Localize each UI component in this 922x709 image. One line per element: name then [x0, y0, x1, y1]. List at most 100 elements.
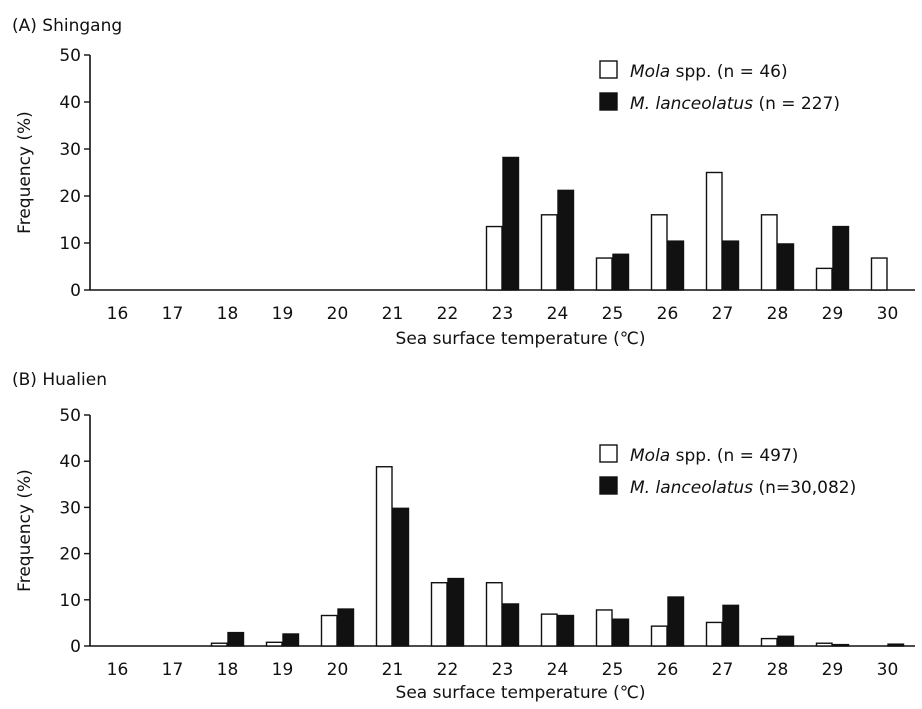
bar-lanceolatus — [833, 227, 849, 290]
bar-mola — [652, 626, 668, 646]
y-axis-title: Frequency (%) — [15, 111, 35, 234]
x-tick-label: 26 — [657, 660, 679, 680]
x-tick-label: 27 — [712, 304, 734, 324]
bar-mola — [762, 639, 778, 646]
legend-label-rest: (n = 227) — [753, 94, 840, 114]
bar-mola — [487, 583, 503, 646]
y-tick-label: 0 — [70, 637, 81, 657]
x-tick-label: 19 — [272, 304, 294, 324]
legend: Mola spp. (n = 497) M. lanceolatus (n=30,… — [600, 445, 856, 498]
legend-label-rest: spp. (n = 46) — [670, 62, 787, 82]
bar-mola — [872, 258, 888, 290]
bar-mola — [762, 215, 778, 290]
x-tick-label: 29 — [822, 660, 844, 680]
x-tick-label: 23 — [492, 660, 514, 680]
x-tick-label: 28 — [767, 660, 789, 680]
legend-label-rest: spp. (n = 497) — [670, 446, 798, 466]
bar-mola — [432, 583, 448, 646]
bar-mola — [597, 610, 613, 646]
legend-label-italic: Mola — [630, 62, 670, 82]
bar-lanceolatus — [723, 241, 739, 290]
legend-label-italic: M. lanceolatus — [630, 94, 753, 114]
bar-mola — [707, 173, 723, 291]
x-tick-label: 22 — [437, 304, 459, 324]
legend: Mola spp. (n = 46) M. lanceolatus (n = 22… — [600, 61, 840, 114]
x-tick-label: 21 — [382, 660, 404, 680]
legend-label: M. lanceolatus (n = 227) — [630, 94, 840, 114]
x-tick-label: 19 — [272, 660, 294, 680]
x-tick-label: 17 — [162, 660, 184, 680]
legend-label-italic: M. lanceolatus — [630, 478, 753, 498]
bar-lanceolatus — [393, 508, 409, 646]
bar-lanceolatus — [558, 190, 574, 290]
bar-lanceolatus — [283, 634, 299, 646]
bar-lanceolatus — [668, 241, 684, 290]
y-tick-label: 0 — [70, 281, 81, 301]
y-tick-label: 40 — [59, 93, 81, 113]
y-tick-label: 40 — [59, 452, 81, 472]
bar-mola — [377, 467, 393, 646]
y-tick-label: 20 — [59, 545, 81, 565]
bar-lanceolatus — [338, 609, 354, 646]
y-tick-label: 50 — [59, 46, 81, 66]
x-tick-label: 29 — [822, 304, 844, 324]
bar-mola — [542, 215, 558, 290]
x-tick-label: 27 — [712, 660, 734, 680]
y-tick-label: 30 — [59, 140, 81, 160]
x-axis-title: Sea surface temperature (℃) — [396, 683, 646, 703]
x-axis-title: Sea surface temperature (℃) — [396, 329, 646, 349]
y-tick-label: 50 — [59, 406, 81, 426]
bar-lanceolatus — [613, 254, 629, 290]
x-tick-label: 26 — [657, 304, 679, 324]
legend-label-rest: (n=30,082) — [753, 478, 856, 498]
x-tick-label: 24 — [547, 660, 569, 680]
x-tick-label: 24 — [547, 304, 569, 324]
x-tick-label: 28 — [767, 304, 789, 324]
x-tick-label: 23 — [492, 304, 514, 324]
legend-label: Mola spp. (n = 46) — [630, 62, 788, 82]
bar-lanceolatus — [778, 636, 794, 646]
panel-b: (B) Hualien 0 10 20 30 40 50 Frequency (%) 16 17 1… — [12, 370, 915, 703]
bar-lanceolatus — [723, 605, 739, 646]
bar-lanceolatus — [503, 604, 519, 646]
x-tick-label: 25 — [602, 660, 624, 680]
bar-lanceolatus — [613, 619, 629, 646]
bar-mola — [487, 227, 503, 290]
bar-mola — [817, 268, 833, 290]
x-tick-label: 22 — [437, 660, 459, 680]
bar-lanceolatus — [503, 157, 519, 290]
panel-title: (A) Shingang — [12, 16, 122, 36]
bar-mola — [542, 614, 558, 646]
bar-mola — [597, 258, 613, 290]
panel-title: (B) Hualien — [12, 370, 107, 390]
bar-mola — [817, 643, 833, 646]
x-tick-label: 20 — [327, 304, 349, 324]
bar-lanceolatus — [228, 633, 244, 646]
y-axis-title: Frequency (%) — [15, 469, 35, 592]
bar-lanceolatus — [888, 644, 904, 646]
y-tick-label: 30 — [59, 498, 81, 518]
bar-lanceolatus — [778, 244, 794, 290]
bar-mola — [212, 643, 228, 646]
legend-label: Mola spp. (n = 497) — [630, 446, 798, 466]
bar-mola — [267, 642, 283, 646]
x-tick-label: 17 — [162, 304, 184, 324]
legend-label-italic: Mola — [630, 446, 670, 466]
x-tick-label: 21 — [382, 304, 404, 324]
bar-lanceolatus — [448, 579, 464, 646]
legend-label: M. lanceolatus (n=30,082) — [630, 478, 856, 498]
legend-swatch — [600, 477, 617, 494]
x-tick-label: 20 — [327, 660, 349, 680]
x-tick-label: 25 — [602, 304, 624, 324]
bar-mola — [652, 215, 668, 290]
x-tick-label: 30 — [877, 304, 899, 324]
bar-mola — [707, 622, 723, 646]
bar-lanceolatus — [833, 645, 849, 646]
x-tick-label: 18 — [217, 304, 239, 324]
x-tick-label: 16 — [107, 660, 129, 680]
legend-swatch — [600, 93, 617, 110]
legend-swatch — [600, 61, 617, 78]
x-tick-label: 16 — [107, 304, 129, 324]
bar-lanceolatus — [668, 597, 684, 646]
